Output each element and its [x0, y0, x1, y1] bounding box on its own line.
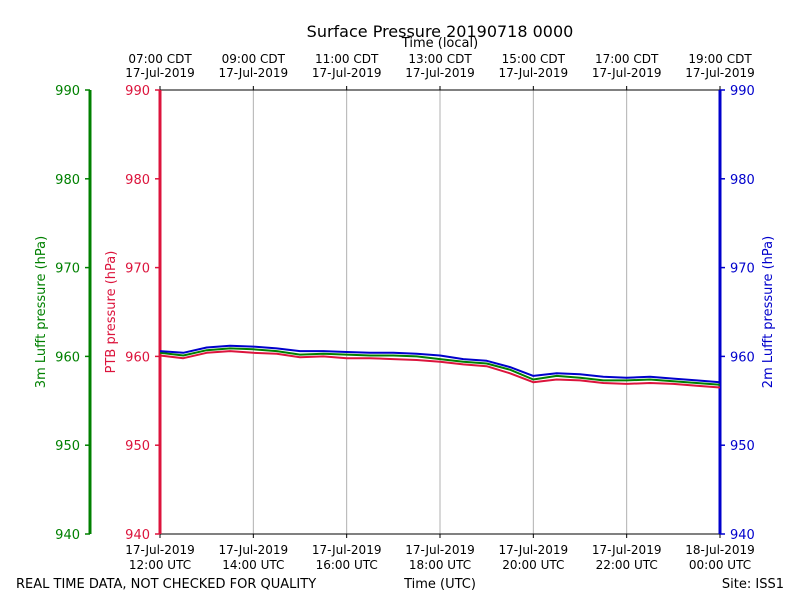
- y-axis-label: PTB pressure (hPa): [104, 251, 119, 374]
- y-tick-label: 990: [125, 84, 150, 99]
- x-tick-label-bottom-time: 22:00 UTC: [596, 558, 658, 572]
- y-tick-label: 990: [55, 84, 80, 99]
- x-tick-label-bottom-date: 17-Jul-2019: [219, 543, 289, 557]
- y-tick-label: 940: [730, 528, 755, 543]
- x-tick-label-bottom-time: 20:00 UTC: [502, 558, 564, 572]
- top-axis-label: Time (local): [401, 36, 478, 51]
- series-line: [159, 344, 721, 384]
- series-line: [159, 350, 721, 389]
- y-tick-label: 990: [730, 84, 755, 99]
- y-tick-label: 960: [125, 350, 150, 365]
- x-tick-label-top-time: 09:00 CDT: [222, 52, 286, 66]
- x-tick-label-top-date: 17-Jul-2019: [312, 66, 382, 80]
- x-tick-label-bottom-time: 14:00 UTC: [222, 558, 284, 572]
- y-axis-label: 2m Lufft pressure (hPa): [761, 236, 776, 388]
- x-tick-label-top-date: 17-Jul-2019: [499, 66, 569, 80]
- x-tick-label-top-time: 15:00 CDT: [502, 52, 566, 66]
- y-tick-label: 940: [125, 528, 150, 543]
- x-tick-label-top-date: 17-Jul-2019: [125, 66, 195, 80]
- y-tick-label: 980: [55, 173, 80, 188]
- y-tick-label: 980: [730, 173, 755, 188]
- x-tick-label-top-date: 17-Jul-2019: [592, 66, 662, 80]
- x-axis-label: Time (UTC): [403, 577, 476, 592]
- x-tick-label-bottom-date: 17-Jul-2019: [405, 543, 475, 557]
- y-tick-label: 980: [125, 173, 150, 188]
- chart-title: Surface Pressure 20190718 0000: [307, 22, 574, 41]
- quality-notice: REAL TIME DATA, NOT CHECKED FOR QUALITY: [16, 577, 316, 592]
- x-tick-label-top-time: 13:00 CDT: [408, 52, 472, 66]
- x-tick-label-top-time: 11:00 CDT: [315, 52, 379, 66]
- x-tick-label-bottom-date: 17-Jul-2019: [312, 543, 382, 557]
- x-tick-label-bottom-time: 00:00 UTC: [689, 558, 751, 572]
- x-tick-label-bottom-date: 17-Jul-2019: [499, 543, 569, 557]
- y-tick-label: 970: [730, 262, 755, 277]
- x-tick-label-top-time: 17:00 CDT: [595, 52, 659, 66]
- x-tick-label-bottom-date: 17-Jul-2019: [125, 543, 195, 557]
- x-tick-label-top-date: 17-Jul-2019: [685, 66, 755, 80]
- y-tick-label: 950: [730, 439, 755, 454]
- y-tick-label: 960: [730, 350, 755, 365]
- x-tick-label-top-time: 07:00 CDT: [128, 52, 192, 66]
- y-tick-label: 950: [125, 439, 150, 454]
- y-tick-label: 940: [55, 528, 80, 543]
- y-tick-label: 950: [55, 439, 80, 454]
- y-tick-label: 960: [55, 350, 80, 365]
- x-tick-label-bottom-time: 18:00 UTC: [409, 558, 471, 572]
- x-tick-label-bottom-date: 18-Jul-2019: [685, 543, 755, 557]
- series-line: [159, 347, 721, 386]
- y-tick-label: 970: [55, 262, 80, 277]
- y-axis-label: 3m Lufft pressure (hPa): [34, 236, 49, 388]
- x-tick-label-bottom-date: 17-Jul-2019: [592, 543, 662, 557]
- x-tick-label-top-date: 17-Jul-2019: [405, 66, 475, 80]
- x-tick-label-top-time: 19:00 CDT: [688, 52, 752, 66]
- y-tick-label: 970: [125, 262, 150, 277]
- site-label: Site: ISS1: [722, 577, 784, 592]
- x-tick-label-top-date: 17-Jul-2019: [219, 66, 289, 80]
- x-tick-label-bottom-time: 12:00 UTC: [129, 558, 191, 572]
- x-tick-label-bottom-time: 16:00 UTC: [316, 558, 378, 572]
